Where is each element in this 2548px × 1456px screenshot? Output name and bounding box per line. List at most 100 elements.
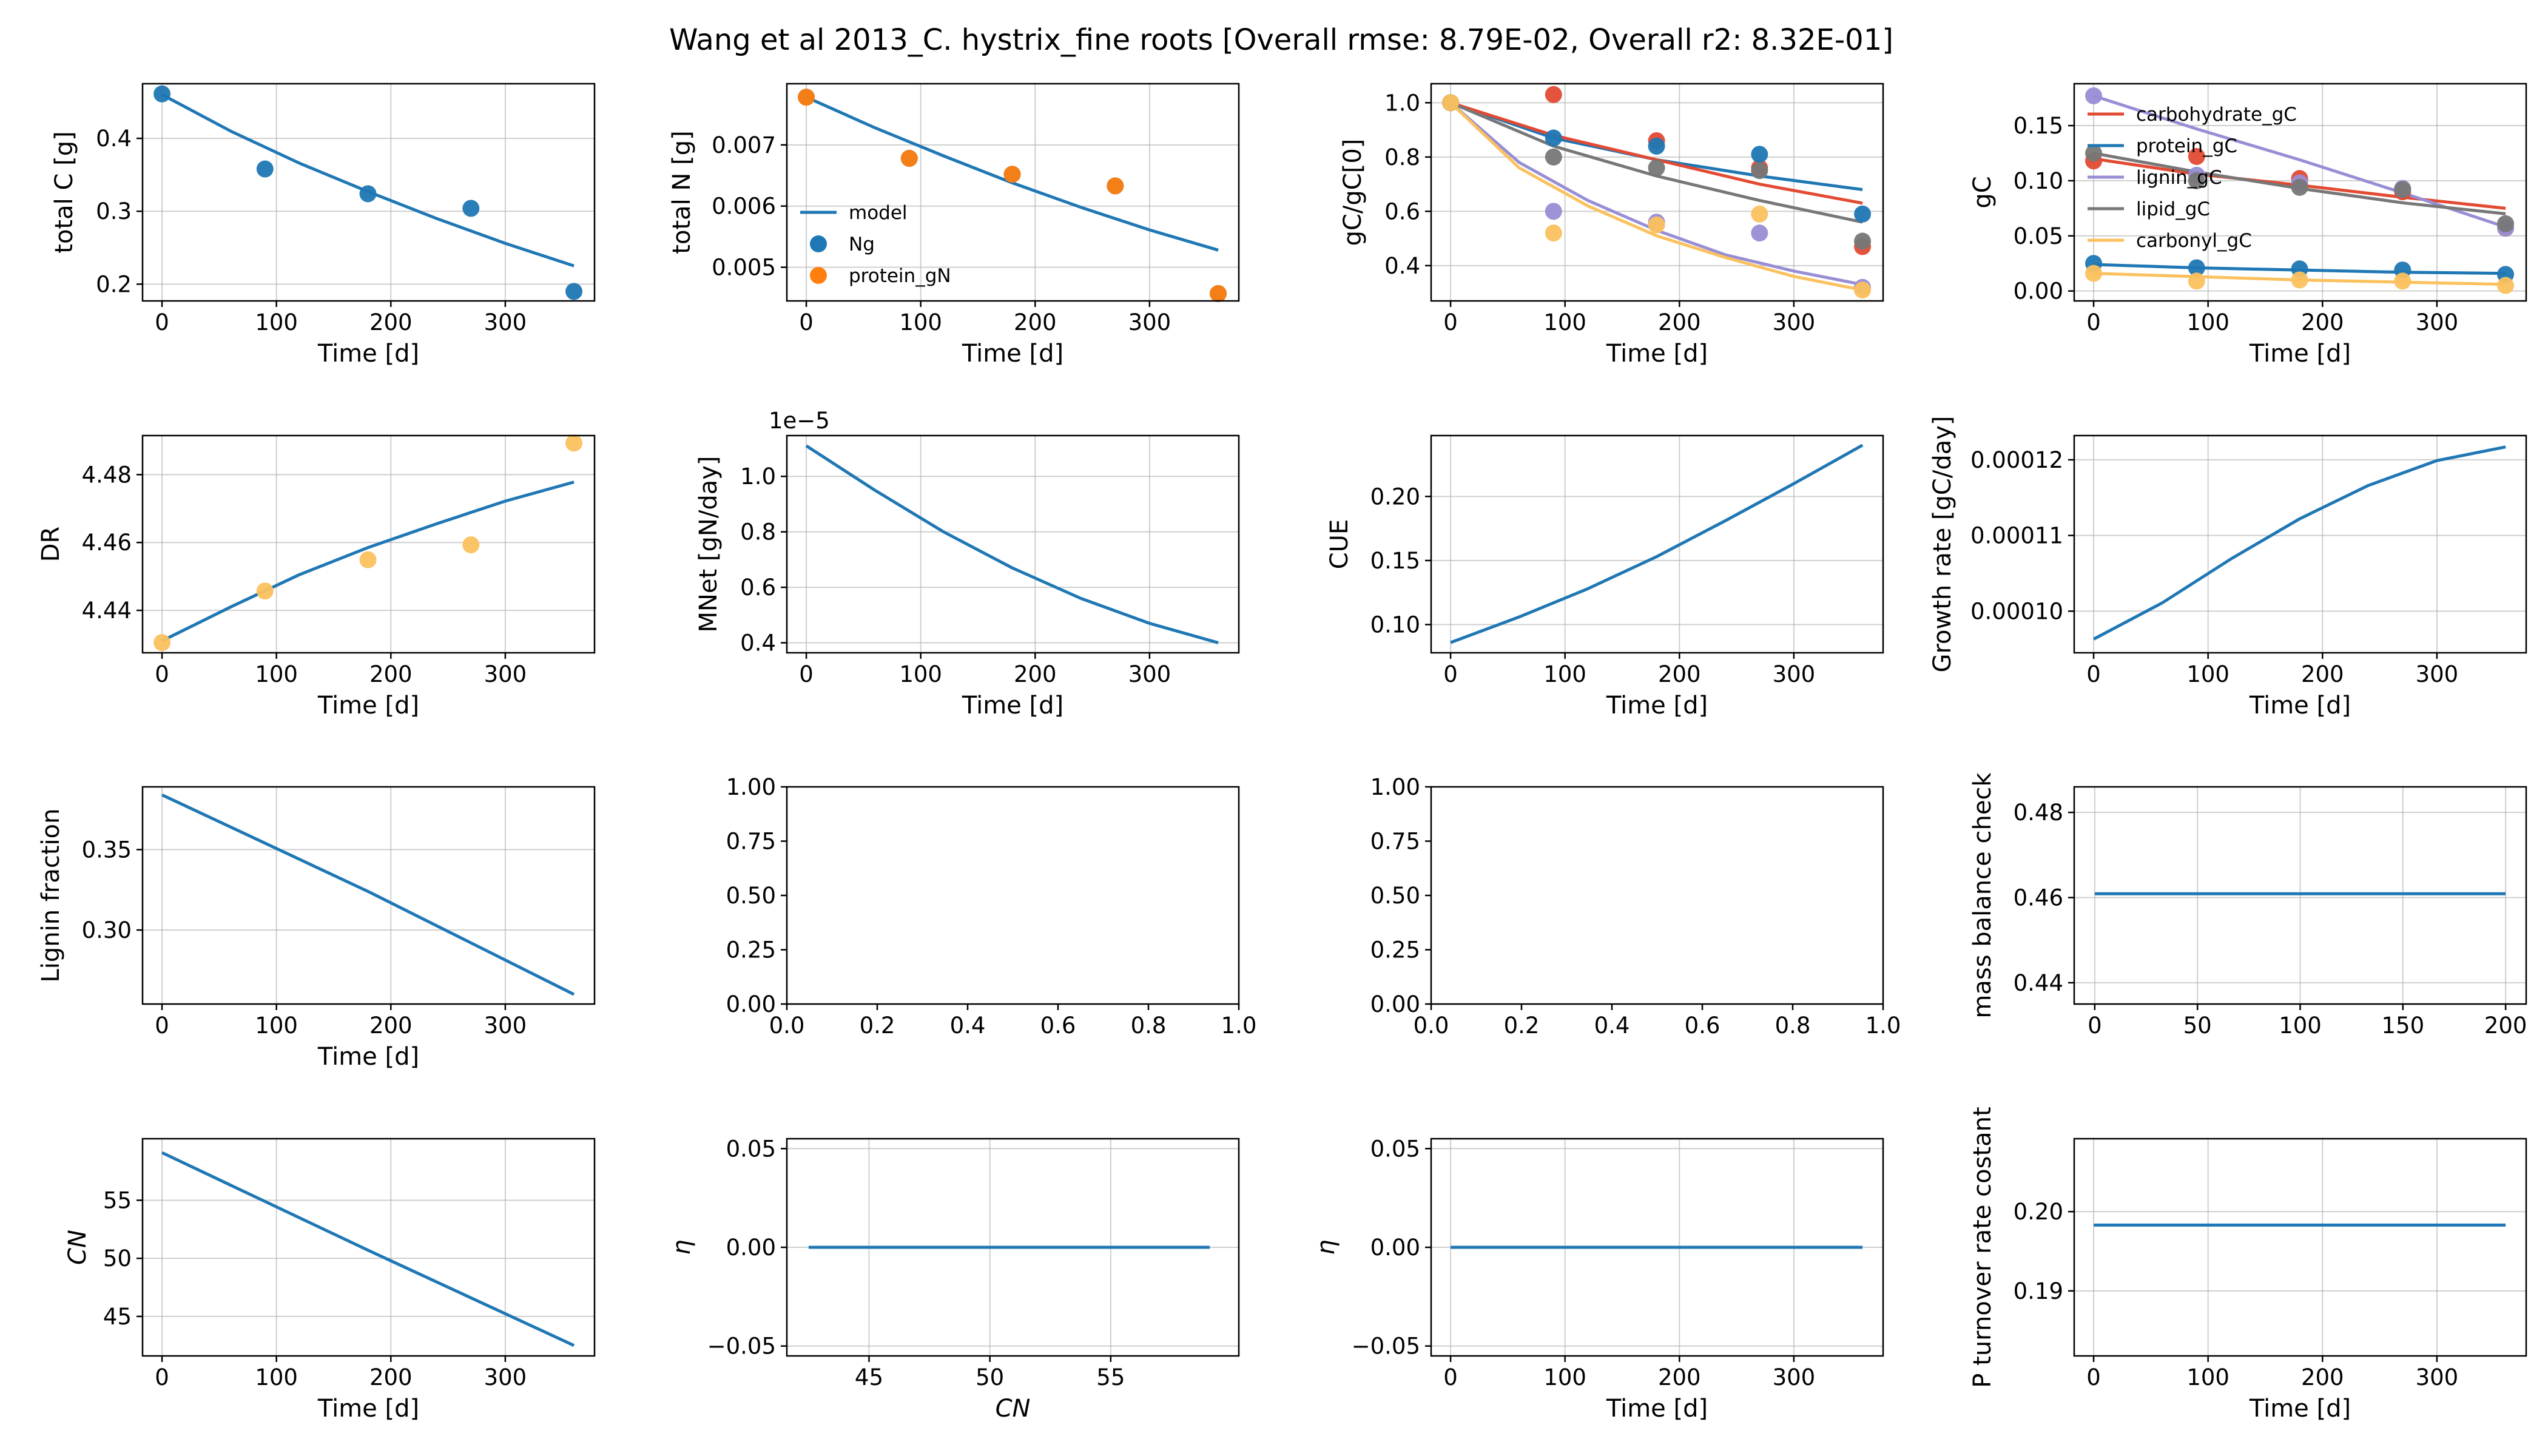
y-axis-label: Lignin fraction: [37, 809, 65, 983]
y-axis-label: total C [g]: [50, 131, 78, 253]
x-tick-label: 0.6: [1685, 1013, 1721, 1039]
x-tick-label: 200: [1014, 309, 1057, 335]
y-tick-label: 0.6: [740, 575, 776, 601]
x-tick-label: 200: [2301, 309, 2344, 335]
x-axis-label: Time [d]: [1606, 692, 1708, 720]
axes-frame: [786, 83, 1240, 302]
y-tick-label: 1.00: [726, 774, 776, 800]
y-tick-label: 0.2: [96, 271, 132, 297]
x-tick-label: 300: [2416, 661, 2459, 687]
x-tick-label: 150: [2382, 1013, 2425, 1039]
data-point-yellow: [2085, 265, 2103, 282]
y-tick-label: 0.15: [2014, 113, 2063, 139]
y-tick-label: 0.4: [1384, 253, 1420, 279]
y-tick-label: 55: [103, 1187, 132, 1213]
subplot-gC: 0 100 200 300 0.00 0.05 0.10 0.15 Time [d] gC carb…: [1969, 83, 2527, 368]
x-tick-label: 0.2: [1504, 1013, 1540, 1039]
y-tick-label: 0.10: [2014, 168, 2063, 194]
x-tick-label: 200: [2301, 661, 2344, 687]
x-tick-label: 100: [899, 661, 942, 687]
data-point-protein_gN: [1107, 177, 1124, 195]
x-tick-label: 100: [2186, 1364, 2230, 1390]
axes-frame: [141, 434, 596, 654]
y-tick-label: 0.10: [1370, 612, 1420, 638]
data-point-purple: [2085, 87, 2103, 104]
x-tick-label: 0: [1443, 1364, 1458, 1390]
data-point-protein_gN: [900, 150, 918, 167]
data-point-red: [1545, 86, 1562, 103]
y-tick-label: 0.00011: [1970, 523, 2063, 549]
x-tick-label: 300: [1128, 309, 1171, 335]
x-tick-label: 50: [976, 1364, 1004, 1390]
x-tick-label: 1.0: [1221, 1013, 1257, 1039]
x-tick-label: 0: [1443, 661, 1458, 687]
y-tick-label: 0.8: [740, 519, 776, 545]
subplot-etaCN: 45 50 55 −0.05 0.00 0.05 CN η: [668, 1136, 1240, 1423]
data-point-yellow: [1442, 94, 1460, 112]
x-axis-label: Time [d]: [317, 1395, 419, 1423]
x-tick-label: 0: [2086, 661, 2101, 687]
y-tick-label: 0.00: [1370, 991, 1420, 1017]
x-tick-label: 300: [1773, 309, 1816, 335]
y-offset-label: 1e−5: [769, 408, 830, 434]
data-point-blue: [1545, 129, 1562, 147]
series-line-lignin_gC: [2093, 94, 2506, 229]
data-point-yellow: [2394, 272, 2412, 290]
data-point-yellow: [1648, 216, 1665, 234]
series-line-yellow: [1449, 101, 1863, 292]
data-point-gray: [1648, 159, 1665, 177]
axes-frame: [2073, 83, 2527, 302]
x-tick-label: 100: [255, 661, 298, 687]
legend-label: lipid_gC: [2136, 198, 2210, 220]
y-tick-label: −0.05: [707, 1333, 776, 1360]
series-line-blue: [1450, 443, 1864, 644]
x-tick-label: 0: [1443, 309, 1458, 335]
x-axis-label: Time [d]: [962, 692, 1063, 720]
x-tick-label: 100: [1543, 309, 1586, 335]
legend-label: model: [849, 202, 908, 224]
data-point-yellow: [1545, 224, 1562, 242]
x-tick-label: 100: [255, 1364, 298, 1390]
series-line-blue: [161, 794, 575, 996]
data-point-gray: [2497, 215, 2515, 232]
data-point-blue: [359, 185, 377, 203]
x-tick-label: 100: [2186, 309, 2230, 335]
y-tick-label: 4.46: [82, 530, 132, 556]
x-tick-label: 0: [155, 1013, 169, 1039]
y-tick-label: 0.007: [712, 132, 776, 158]
legend: model Ng protein_gN: [800, 202, 951, 287]
x-tick-label: 0: [155, 661, 169, 687]
x-axis-label: Time [d]: [962, 340, 1063, 368]
x-tick-label: 0: [155, 1364, 169, 1390]
x-axis-label: Time [d]: [1606, 340, 1708, 368]
y-tick-label: 0.005: [712, 255, 776, 281]
subplot-CUE: 0 100 200 300 0.10 0.15 0.20 Time [d] CUE: [1326, 434, 1884, 720]
legend-swatch-point: [810, 267, 827, 284]
subplot-grid: 0 100 200 300 0.2 0.3 0.4 Time [d] total C [g] 0 1…: [37, 83, 2527, 1423]
legend-label: carbohydrate_gC: [2136, 104, 2297, 126]
x-tick-label: 100: [255, 1013, 298, 1039]
data-point-blue: [462, 200, 480, 217]
x-tick-label: 200: [1658, 661, 1701, 687]
x-tick-label: 300: [1773, 1364, 1816, 1390]
series-line-blue: [161, 480, 575, 642]
data-point-blue: [1751, 146, 1768, 163]
y-axis-label: η: [1312, 1239, 1340, 1255]
y-axis-label: η: [668, 1239, 696, 1255]
y-tick-label: 45: [103, 1304, 132, 1330]
y-tick-label: 0.50: [1370, 883, 1420, 909]
x-tick-label: 0.2: [860, 1013, 895, 1039]
y-tick-label: 1.0: [740, 463, 776, 490]
subplot-MNet: 0 100 200 300 0.4 0.6 0.8 1.0 Time [d] MNet [gN/d…: [695, 408, 1240, 720]
data-point-blue: [256, 160, 274, 178]
x-tick-label: 200: [369, 661, 413, 687]
data-point-blue: [2188, 259, 2205, 277]
data-point-yellow: [2291, 271, 2308, 289]
x-tick-label: 0.0: [1414, 1013, 1449, 1039]
data-point-red: [2188, 147, 2205, 165]
y-axis-label: gC: [1969, 176, 1997, 208]
subplot-DR: 0 100 200 300 4.44 4.46 4.48 Time [d] DR: [37, 434, 596, 720]
axes-frame: [141, 83, 596, 302]
